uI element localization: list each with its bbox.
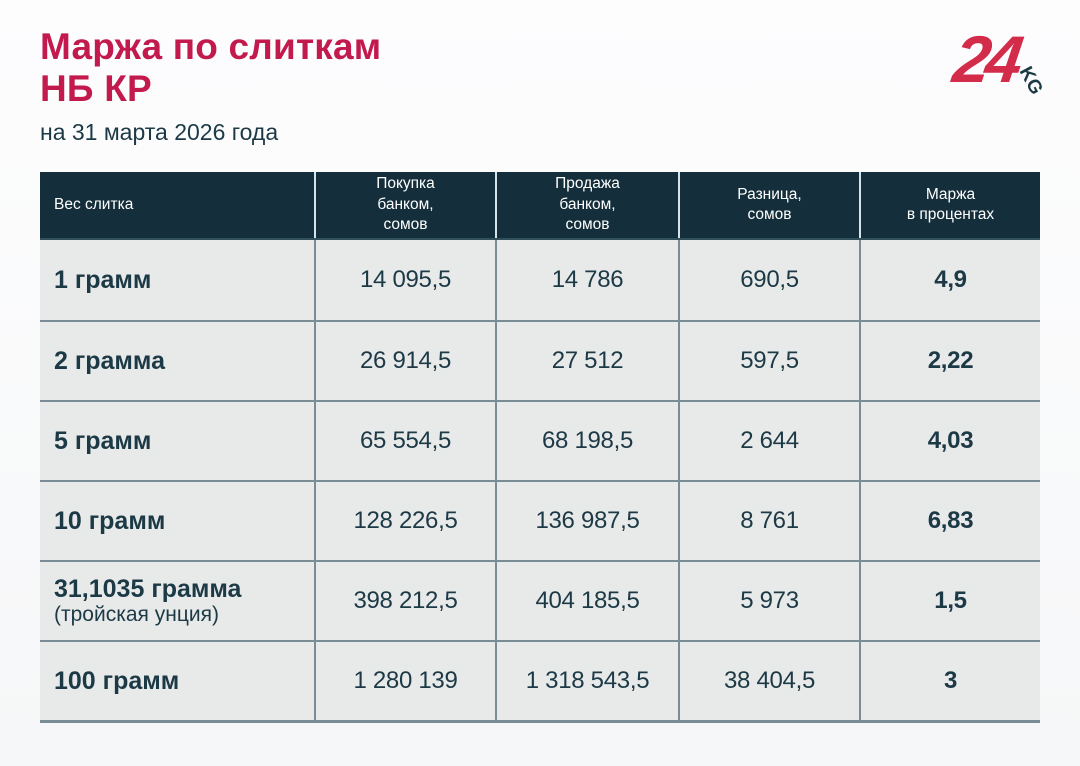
cell-diff: 2 644 [678, 402, 859, 480]
cell-weight: 2 грамма [40, 322, 314, 400]
cell-margin: 1,5 [859, 562, 1040, 640]
cell-sell: 27 512 [495, 322, 678, 400]
weight-label: 10 грамм [54, 507, 166, 535]
logo-24kg: 24 KG [926, 22, 1046, 98]
column-header-sell: Продажа банком, сомов [495, 172, 678, 238]
cell-weight: 31,1035 грамма (тройская унция) [40, 562, 314, 640]
weight-label: 100 грамм [54, 667, 180, 695]
table-body: 1 грамм 14 095,5 14 786 690,5 4,9 2 грам… [40, 240, 1040, 723]
weight-label: 1 грамм [54, 266, 152, 294]
table-row: 100 грамм 1 280 139 1 318 543,5 38 404,5… [40, 640, 1040, 720]
cell-buy: 398 212,5 [314, 562, 495, 640]
cell-diff: 597,5 [678, 322, 859, 400]
table-row: 31,1035 грамма (тройская унция) 398 212,… [40, 560, 1040, 640]
cell-sell: 136 987,5 [495, 482, 678, 560]
cell-diff: 38 404,5 [678, 642, 859, 720]
cell-sell: 404 185,5 [495, 562, 678, 640]
column-header-diff: Разница, сомов [678, 172, 859, 238]
page-title: Маржа по слиткам НБ КР [40, 26, 382, 110]
weight-label: 5 грамм [54, 427, 152, 455]
cell-margin: 4,03 [859, 402, 1040, 480]
page-subtitle: на 31 марта 2026 года [40, 119, 279, 146]
cell-margin: 6,83 [859, 482, 1040, 560]
column-header-margin: Маржа в процентах [859, 172, 1040, 238]
cell-buy: 14 095,5 [314, 240, 495, 320]
cell-margin: 4,9 [859, 240, 1040, 320]
weight-label: 31,1035 грамма [54, 575, 242, 604]
cell-margin: 2,22 [859, 322, 1040, 400]
column-header-buy: Покупка банком, сомов [314, 172, 495, 238]
margin-table: Вес слитка Покупка банком, сомов Продажа… [40, 172, 1040, 723]
weight-label: 2 грамма [54, 347, 165, 375]
cell-buy: 26 914,5 [314, 322, 495, 400]
table-row: 5 грамм 65 554,5 68 198,5 2 644 4,03 [40, 400, 1040, 480]
weight-note: (тройская унция) [54, 603, 219, 627]
column-header-weight: Вес слитка [54, 195, 134, 213]
table-row: 1 грамм 14 095,5 14 786 690,5 4,9 [40, 240, 1040, 320]
cell-weight: 10 грамм [40, 482, 314, 560]
table-row: 10 грамм 128 226,5 136 987,5 8 761 6,83 [40, 480, 1040, 560]
cell-diff: 690,5 [678, 240, 859, 320]
cell-sell: 14 786 [495, 240, 678, 320]
cell-weight: 1 грамм [40, 240, 314, 320]
cell-buy: 1 280 139 [314, 642, 495, 720]
cell-sell: 68 198,5 [495, 402, 678, 480]
cell-sell: 1 318 543,5 [495, 642, 678, 720]
cell-weight: 5 грамм [40, 402, 314, 480]
cell-buy: 128 226,5 [314, 482, 495, 560]
cell-diff: 8 761 [678, 482, 859, 560]
table-row: 2 грамма 26 914,5 27 512 597,5 2,22 [40, 320, 1040, 400]
page-header: Маржа по слиткам НБ КР на 31 марта 2026 … [40, 26, 800, 146]
cell-margin: 3 [859, 642, 1040, 720]
cell-diff: 5 973 [678, 562, 859, 640]
cell-buy: 65 554,5 [314, 402, 495, 480]
table-header-row: Вес слитка Покупка банком, сомов Продажа… [40, 172, 1040, 240]
cell-weight: 100 грамм [40, 642, 314, 720]
